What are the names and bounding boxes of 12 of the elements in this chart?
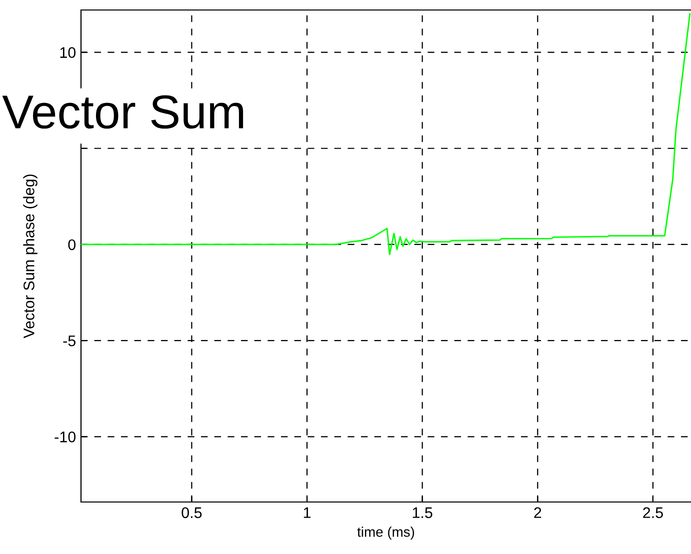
x-tick-label: 2 <box>534 507 542 518</box>
x-tick-label: 0.5 <box>182 507 202 518</box>
text: Vector Sum <box>2 95 244 129</box>
x-tick-label: 1.5 <box>412 507 432 518</box>
x-tick-label: 1 <box>304 507 311 518</box>
y-tick-label: -5 <box>63 336 76 346</box>
y-tick-label: 10 <box>60 47 76 58</box>
y-tick-label: -10 <box>54 432 76 442</box>
y-axis-title: Vector Sum phase (deg) <box>23 174 38 338</box>
y-tick-label: 0 <box>68 239 76 250</box>
x-tick-label: 2.5 <box>643 507 663 518</box>
x-axis-title: time (ms) <box>357 526 414 540</box>
